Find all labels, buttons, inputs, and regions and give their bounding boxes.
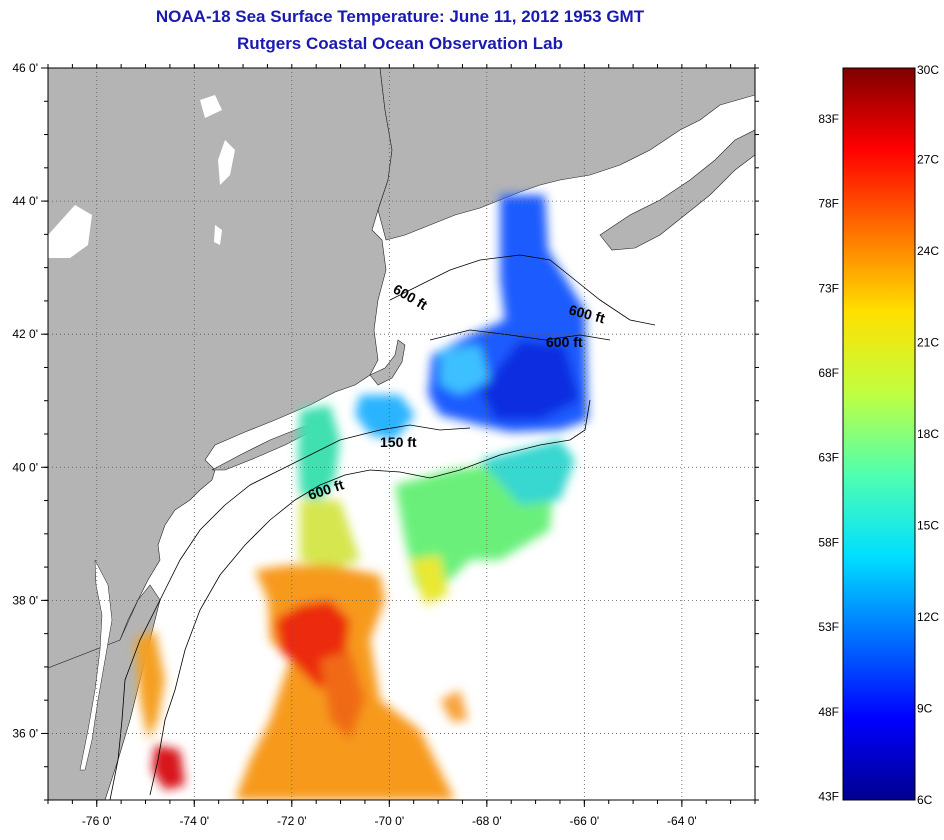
colorbar-fahrenheit-label: 63F [818,451,839,465]
colorbar-fahrenheit-label: 48F [818,705,839,719]
colorbar-celsius-label: 9C [917,702,933,716]
map-subtitle: Rutgers Coastal Ocean Observation Lab [237,34,563,53]
colorbar-labels: 30C 27C 24C 21C 18C 15C 12C 9C 6C 83F 78F 73F 68F 63F… [818,63,939,807]
colorbar-fahrenheit-label: 43F [818,790,839,804]
contour-150ft [109,424,471,800]
lon-tick-label: -66 0' [570,814,600,828]
lake [200,95,222,118]
contour-label: 600 ft [546,334,583,350]
contour-label: 150 ft [380,434,417,450]
lake [48,205,92,258]
contour-600ft-gom-inner [429,329,611,341]
lat-tick-label: 46 0' [12,61,38,75]
lat-tick-label: 44 0' [12,194,38,208]
sst-green-south [298,405,340,500]
lat-tick-label: 40 0' [12,460,38,474]
colorbar-celsius-label: 18C [917,427,939,441]
sst-deep-blue [480,340,580,420]
lon-tick-label: -74 0' [179,814,209,828]
colorbar [842,67,916,801]
colorbar-celsius-label: 21C [917,336,939,350]
lon-tick-label: -68 0' [472,814,502,828]
lon-tick-label: -64 0' [667,814,697,828]
lon-tick-label: -70 0' [374,814,404,828]
lon-tick-label: -72 0' [277,814,307,828]
land-nova-scotia [599,129,755,251]
colorbar-celsius-label: 30C [917,63,939,77]
lat-tick-label: 42 0' [12,327,38,341]
land-cape-cod [369,339,406,386]
colorbar-celsius-label: 12C [917,610,939,624]
map-area: 600 ft 600 ft 600 ft 150 ft 600 ft [48,68,755,800]
land-new-brunswick [377,68,755,241]
lake [218,140,235,185]
colorbar-fahrenheit-label: 73F [818,281,839,295]
lon-tick-label: -76 0' [82,814,112,828]
axis-ticks: -76 0' -74 0' -72 0' -70 0' -68 0' -66 0' -64 … [12,61,759,828]
sst-orange-inner [320,650,365,740]
colorbar-celsius-label: 6C [917,793,933,807]
colorbar-celsius-label: 24C [917,244,939,258]
sst-teal [480,440,575,505]
sst-cyan-patch [355,395,415,440]
sst-data [135,195,588,800]
lat-tick-label: 36 0' [12,726,38,740]
colorbar-fahrenheit-label: 83F [818,112,839,126]
sst-yellow-band [300,500,360,570]
colorbar-fahrenheit-label: 58F [818,535,839,549]
colorbar-fahrenheit-label: 78F [818,197,839,211]
colorbar-celsius-label: 15C [917,519,939,533]
sst-orange-streak [440,690,468,722]
sst-coastal-orange [135,630,165,740]
contour-600ft-gom [389,254,656,326]
chesapeake-bay [79,559,113,771]
colorbar-celsius-label: 27C [917,153,939,167]
sst-cyan-patch [440,345,490,395]
map-title: NOAA-18 Sea Surface Temperature: June 11… [155,7,645,26]
colorbar-fahrenheit-label: 68F [818,366,839,380]
sst-coastal-red [152,745,185,790]
contour-600ft [149,399,591,796]
lake [214,225,222,245]
sst-yellow-small [410,555,448,605]
colorbar-fahrenheit-label: 53F [818,620,839,634]
lat-tick-label: 38 0' [12,593,38,607]
